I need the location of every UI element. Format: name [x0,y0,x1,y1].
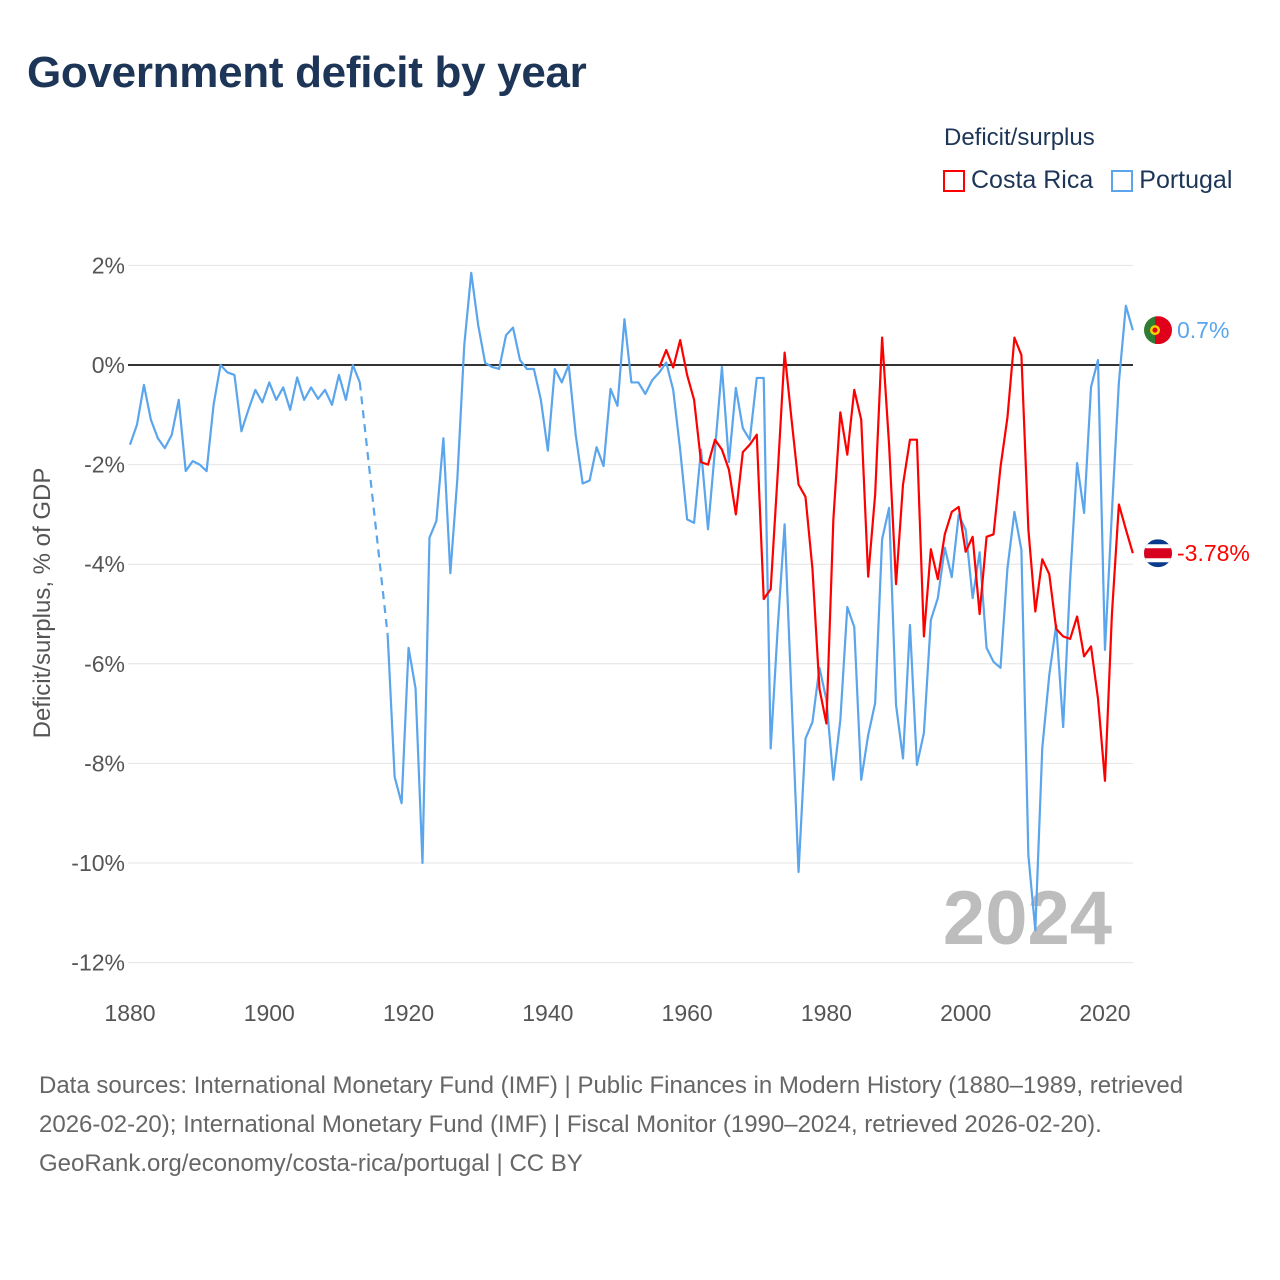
series-gap-portugal [358,382,389,636]
current-year-label: 2024 [943,876,1112,961]
y-tick-label: -2% [84,452,125,478]
legend-item-portugal[interactable]: Portugal [1111,166,1232,195]
legend-swatch-costa-rica [943,169,965,192]
y-tick-label: -12% [71,950,125,976]
end-value-label-portugal: 0.7% [1177,317,1229,343]
y-tick-label: -4% [84,551,125,577]
end-value-label-costa-rica: -3.78% [1177,540,1250,566]
y-tick-label: 0% [92,352,125,378]
x-tick-label: 1920 [383,1000,434,1026]
footer: Data sources: International Monetary Fun… [39,1066,1239,1183]
series-line-portugal [386,271,1134,932]
x-tick-label: 2020 [1079,1000,1130,1026]
flag-portugal-icon [1144,316,1172,345]
legend: Costa Rica Portugal [943,166,1232,195]
y-tick-label: 2% [92,252,125,278]
line-chart: 2% 0% -2% -4% -6% -8% -10% -12% 1880 1900 1920 1940… [71,252,1250,1026]
flag-costa-rica-icon [1144,539,1172,568]
y-tick-label: -8% [84,750,125,776]
legend-title: Deficit/surplus [944,124,1095,151]
legend-label: Costa Rica [971,166,1094,194]
y-tick-label: -6% [84,651,125,677]
x-tick-label: 2000 [940,1000,991,1026]
x-tick-label: 1960 [662,1000,713,1026]
series-line-costa-rica [658,336,1134,782]
x-tick-label: 1900 [244,1000,295,1026]
legend-swatch-portugal [1111,169,1134,192]
x-tick-label: 1880 [104,1000,155,1026]
chart-title: Government deficit by year [27,48,587,97]
x-tick-label: 1940 [522,1000,573,1026]
y-tick-label: -10% [71,850,125,876]
legend-label: Portugal [1139,166,1233,194]
x-tick-label: 1980 [801,1000,852,1026]
credit-link[interactable]: GeoRank.org/economy/costa-rica/portugal … [39,1150,583,1177]
data-sources: Data sources: International Monetary Fun… [39,1072,1184,1138]
series-line-portugal [128,363,361,473]
legend-item-costa-rica[interactable]: Costa Rica [943,166,1093,195]
